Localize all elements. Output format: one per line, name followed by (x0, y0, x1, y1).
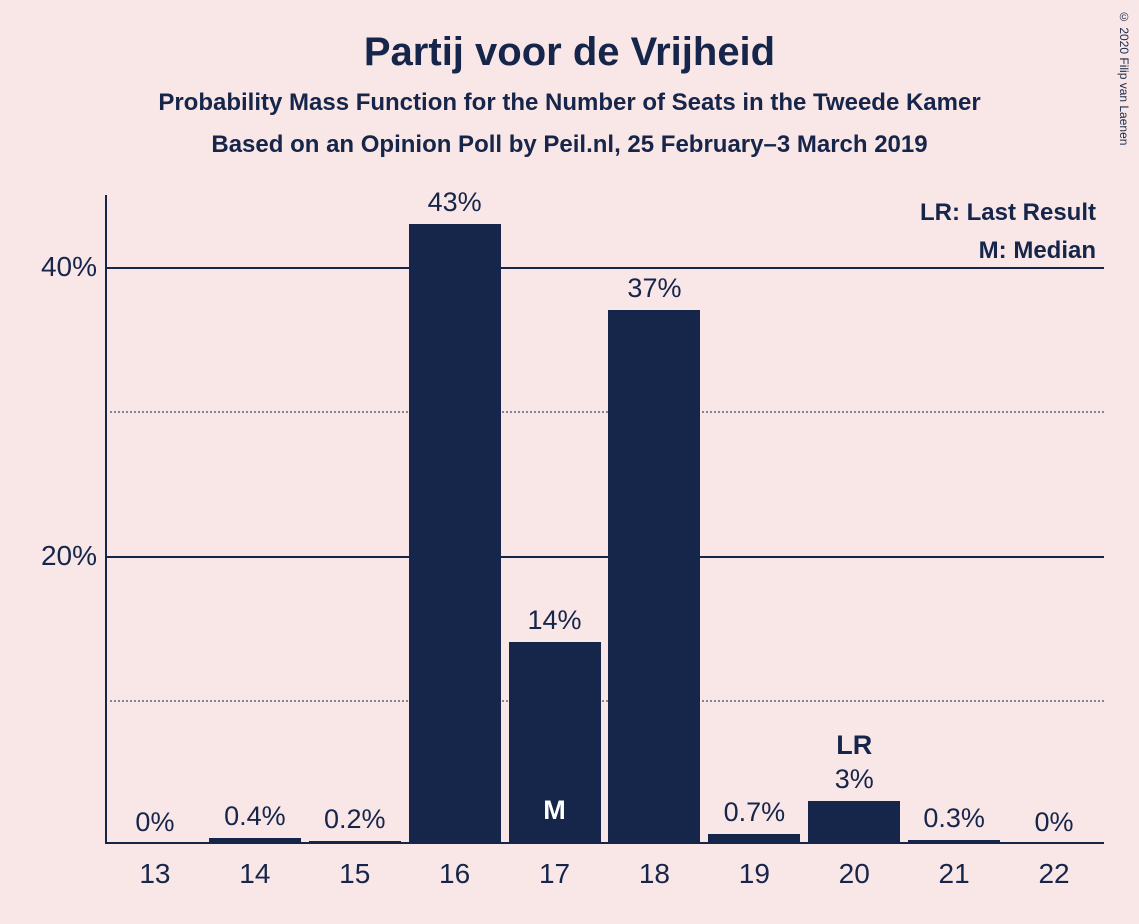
bar-slot: 0.7%19 (704, 195, 804, 844)
bar (209, 838, 301, 844)
x-axis-tick-label: 19 (704, 858, 804, 890)
bar (409, 224, 501, 844)
y-axis-tick-label: 20% (27, 540, 97, 572)
title-block: Partij voor de Vrijheid Probability Mass… (40, 30, 1099, 159)
bar-value-label: 0.2% (305, 804, 405, 835)
bar (908, 840, 1000, 844)
plot-area: LR: Last Result M: Median 20%40% 0%130.4… (105, 195, 1104, 844)
bar-slot: 43%16 (405, 195, 505, 844)
bar-value-label: 0.7% (704, 797, 804, 828)
bar-value-label: 0% (1004, 807, 1104, 838)
x-axis-tick-label: 15 (305, 858, 405, 890)
bar-slot: 0.2%15 (305, 195, 405, 844)
bar-inside-label: M (505, 795, 605, 826)
chart-title: Partij voor de Vrijheid (40, 30, 1099, 75)
bar (309, 841, 401, 844)
x-axis-tick-label: 14 (205, 858, 305, 890)
bar-value-label: 0.3% (904, 803, 1004, 834)
bar-slot: 0%22 (1004, 195, 1104, 844)
bar-value-label: 14% (505, 605, 605, 636)
x-axis-tick-label: 18 (605, 858, 705, 890)
bar (708, 834, 800, 844)
x-axis-tick-label: 17 (505, 858, 605, 890)
chart-container: Partij voor de Vrijheid Probability Mass… (0, 0, 1139, 924)
bar-value-label: 3% (804, 764, 904, 795)
bar-extra-label: LR (804, 730, 904, 761)
x-axis-tick-label: 16 (405, 858, 505, 890)
bar-value-label: 37% (605, 273, 705, 304)
bar-value-label: 0.4% (205, 801, 305, 832)
chart-subtitle-2: Based on an Opinion Poll by Peil.nl, 25 … (40, 131, 1099, 159)
bars-row: 0%130.4%140.2%1543%1614%M1737%180.7%193%… (105, 195, 1104, 844)
bar-value-label: 0% (105, 807, 205, 838)
chart-subtitle-1: Probability Mass Function for the Number… (40, 89, 1099, 117)
x-axis-tick-label: 20 (804, 858, 904, 890)
bar-slot: 3%LR20 (804, 195, 904, 844)
bar-slot: 0.3%21 (904, 195, 1004, 844)
bar-slot: 0.4%14 (205, 195, 305, 844)
bar-slot: 14%M17 (505, 195, 605, 844)
bar (808, 801, 900, 844)
bar-value-label: 43% (405, 187, 505, 218)
y-axis-tick-label: 40% (27, 251, 97, 283)
bar-slot: 37%18 (605, 195, 705, 844)
x-axis-tick-label: 22 (1004, 858, 1104, 890)
x-axis-tick-label: 13 (105, 858, 205, 890)
x-axis-tick-label: 21 (904, 858, 1004, 890)
bar-slot: 0%13 (105, 195, 205, 844)
bar (608, 310, 700, 844)
